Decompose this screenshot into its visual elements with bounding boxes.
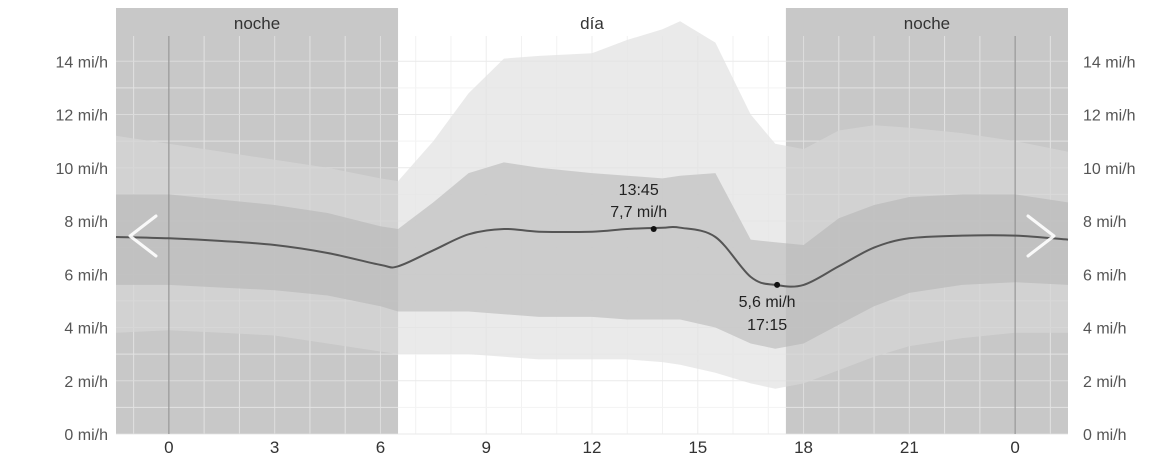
x-tick-label: 0 (164, 438, 173, 457)
annotation-point (774, 281, 781, 288)
period-label-1: día (580, 14, 604, 33)
x-tick-label: 18 (794, 438, 813, 457)
annotation-time-label: 13:45 (619, 182, 659, 199)
y-tick-label-right: 12 mi/h (1083, 108, 1135, 125)
band-middle (116, 162, 1068, 349)
y-tick-label-right: 6 mi/h (1083, 267, 1127, 284)
x-tick-label: 9 (481, 438, 490, 457)
night-overlay-2 (785, 8, 1068, 434)
y-tick-label-left: 0 mi/h (64, 427, 108, 444)
y-tick-label-right: 2 mi/h (1083, 374, 1127, 391)
chevron-right-icon[interactable] (1026, 214, 1056, 258)
y-tick-label-left: 6 mi/h (64, 267, 108, 284)
y-tick-label-left: 12 mi/h (56, 108, 108, 125)
night-overlay-0 (116, 8, 399, 434)
y-tick-label-left: 14 mi/h (56, 54, 108, 71)
x-tick-label: 21 (900, 438, 919, 457)
annotation-value-label: 7,7 mi/h (610, 204, 667, 221)
y-tick-label-left: 2 mi/h (64, 374, 108, 391)
period-label-0: noche (234, 14, 280, 33)
period-label-2: noche (904, 14, 950, 33)
x-tick-label: 3 (270, 438, 279, 457)
y-tick-label-right: 4 mi/h (1083, 321, 1127, 338)
y-tick-label-left: 10 mi/h (56, 161, 108, 178)
annotation-point (650, 225, 657, 232)
x-tick-label: 15 (688, 438, 707, 457)
y-tick-label-left: 8 mi/h (64, 214, 108, 231)
x-tick-label: 12 (583, 438, 602, 457)
y-tick-label-right: 8 mi/h (1083, 214, 1127, 231)
y-tick-label-right: 14 mi/h (1083, 54, 1135, 71)
x-tick-label: 0 (1010, 438, 1019, 457)
y-tick-label-right: 10 mi/h (1083, 161, 1135, 178)
y-tick-label-left: 4 mi/h (64, 321, 108, 338)
x-tick-label: 6 (376, 438, 385, 457)
chevron-left-icon[interactable] (128, 214, 158, 258)
median-line (115, 225, 1069, 288)
annotation-time-label: 17:15 (747, 317, 787, 334)
annotation-value-label: 5,6 mi/h (739, 294, 796, 311)
y-tick-label-right: 0 mi/h (1083, 427, 1127, 444)
